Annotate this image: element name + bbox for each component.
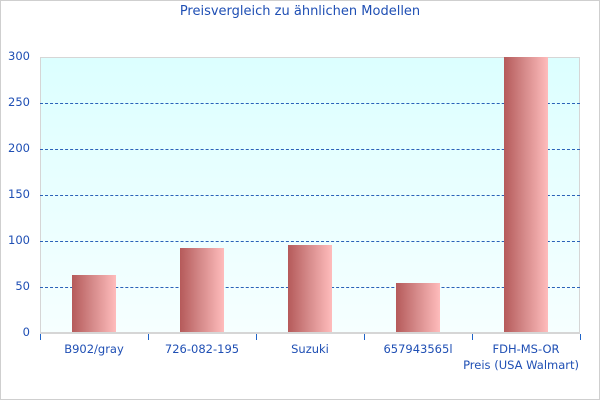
gridline [40,149,580,150]
bar [180,248,224,333]
y-tick-label: 150 [8,187,30,201]
y-tick-label: 300 [8,49,30,63]
bar [72,275,116,333]
bar [288,245,332,333]
x-tick [148,334,149,340]
x-tick-label: B902/gray [64,342,124,356]
y-tick-label: 200 [8,141,30,155]
x-axis-line [40,332,580,334]
gridline [40,103,580,104]
x-tick [580,334,581,340]
y-tick-label: 50 [15,279,30,293]
x-tick-label: FDH-MS-OR [492,342,560,356]
y-tick-label: 100 [8,233,30,247]
x-tick-label: 726-082-195 [164,342,240,356]
chart-title: Preisvergleich zu ähnlichen Modellen [179,4,421,19]
x-tick [40,334,41,340]
x-tick [256,334,257,340]
x-tick-label: Suzuki [291,342,329,356]
x-tick [472,334,473,340]
y-tick-label: 250 [8,95,30,109]
bar [504,57,548,333]
x-tick-label: 657943565l [383,342,453,356]
y-tick-label: 0 [22,325,30,339]
gridline [40,195,580,196]
x-tick [364,334,365,340]
x-axis-title: Preis (USA Walmart) [463,358,579,372]
gridline [40,241,580,242]
bar [396,283,440,333]
